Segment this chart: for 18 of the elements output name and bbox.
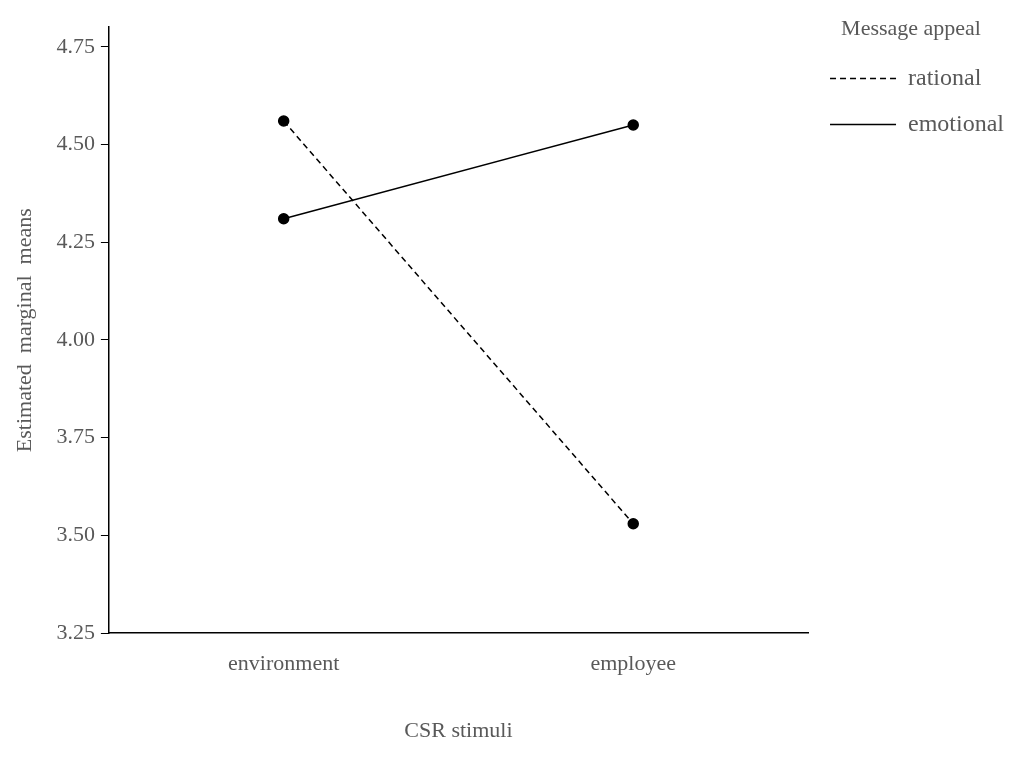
x-tick-label: employee <box>590 650 677 676</box>
point <box>627 517 639 530</box>
point <box>627 119 639 131</box>
y-axis-title: Estimated marginal means <box>10 208 36 453</box>
y-tick-label: 4.50 <box>56 130 95 156</box>
y-tick-label: 3.25 <box>56 618 95 644</box>
y-tick-label: 3.50 <box>56 521 95 547</box>
legend-label: rational <box>908 63 982 90</box>
y-tick-label: 4.75 <box>56 32 95 58</box>
y-tick-label: 3.75 <box>56 423 95 449</box>
y-tick-label: 4.00 <box>56 325 95 351</box>
point <box>277 115 290 127</box>
legend-title: Message appeal <box>841 14 981 40</box>
x-axis-title: CSR stimuli <box>404 716 513 742</box>
point <box>277 213 290 225</box>
y-tick-label: 4.25 <box>56 228 95 254</box>
legend-label: emotional <box>908 109 1005 136</box>
x-tick-label: environment <box>228 650 340 676</box>
